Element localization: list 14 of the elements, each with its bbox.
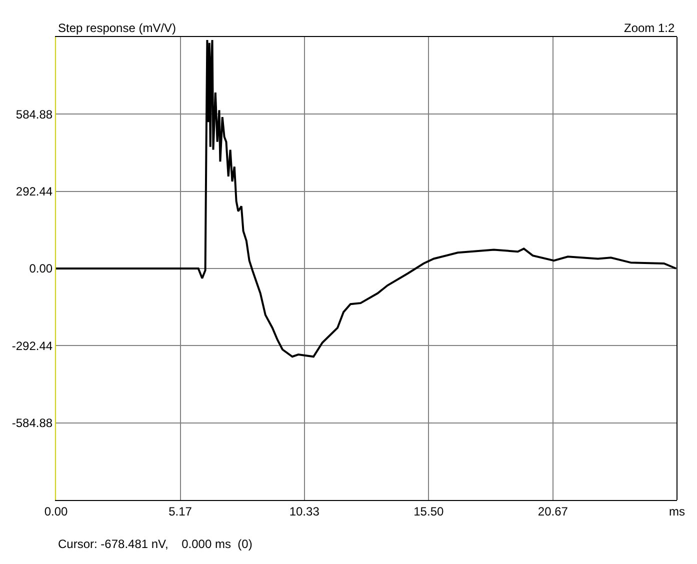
x-tick-label: 0.00: [44, 504, 68, 518]
chart-title: Step response (mV/V): [58, 21, 176, 35]
text: Zoom 1:2: [624, 21, 676, 35]
x-tick-label: 15.50: [414, 504, 444, 518]
x-tick-label: 20.67: [538, 504, 568, 518]
y-tick-label: 292.44: [16, 184, 53, 199]
x-tick-label: 10.33: [289, 504, 320, 518]
y-tick-label: 584.88: [16, 107, 53, 122]
x-tick-label: 5.17: [168, 504, 192, 518]
x-tick-label: ms: [669, 504, 685, 518]
text: Cursor: -678.481 nV, 0.000 ms (0): [58, 537, 252, 551]
y-tick-label: 0.00: [29, 262, 53, 276]
y-tick-label: -292.44: [12, 338, 53, 353]
y-tick-label: -584.88: [12, 416, 53, 430]
